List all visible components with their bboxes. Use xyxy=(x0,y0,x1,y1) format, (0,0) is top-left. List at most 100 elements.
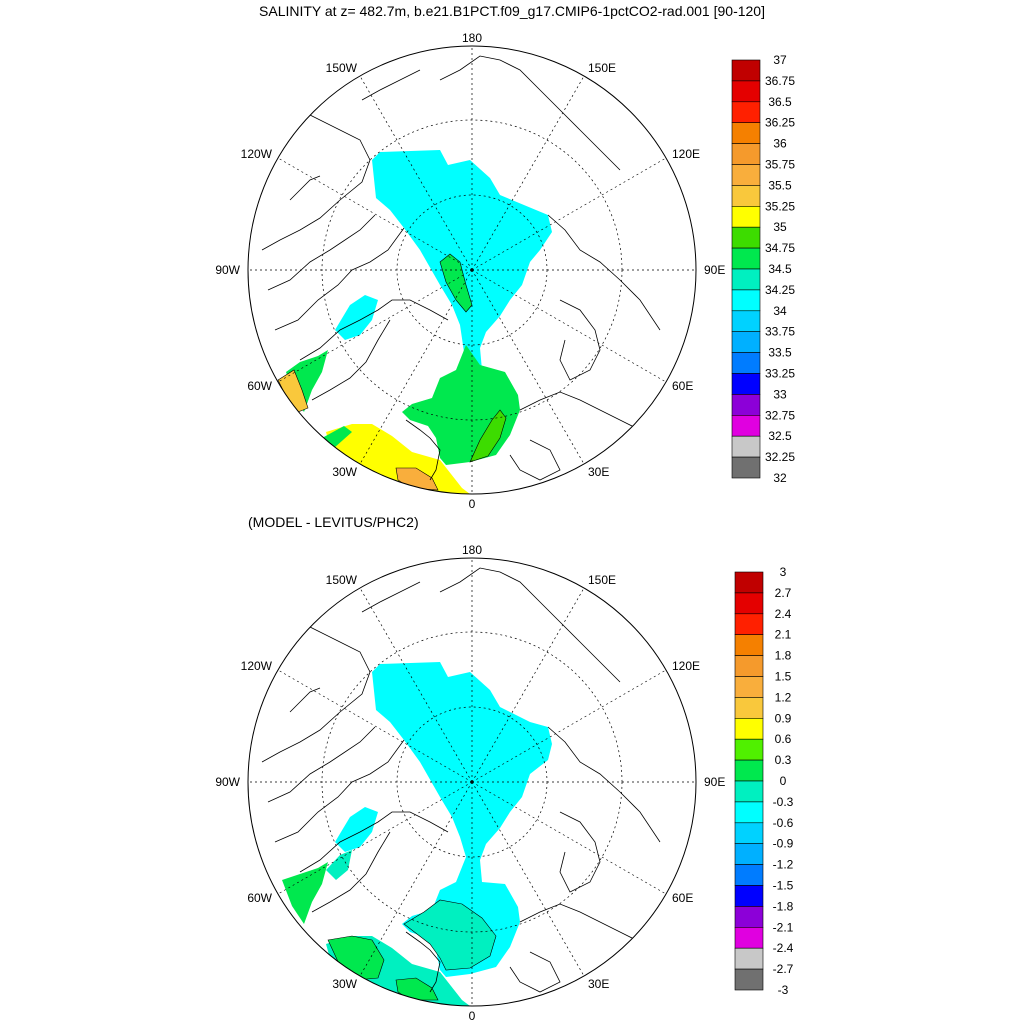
top-colorbar-tick-label-13: 33.75 xyxy=(765,325,795,339)
bottom-colorbar-tick-label-10: 0 xyxy=(780,774,787,788)
top-label-90e: 90E xyxy=(704,263,725,277)
top-colorbar-tick-label-1: 36.75 xyxy=(765,74,795,88)
top-nordic-lightgreen-patch xyxy=(469,409,507,463)
bottom-nordic-teal-region xyxy=(403,899,497,971)
bottom-map-fill xyxy=(282,662,552,1006)
bottom-colorbar: 3 2.7 2.4 2.1 1.8 1.5 1.2 0.9 0.6 0.3 0 -0.3 -0.6 -0.… xyxy=(734,565,794,997)
top-coastlines xyxy=(261,55,661,481)
bottom-label-30w: 30W xyxy=(332,977,357,991)
bottom-label-0: 0 xyxy=(469,1009,476,1023)
bottom-colorbar-swatch-19 xyxy=(734,968,764,991)
top-map-fill xyxy=(277,150,552,494)
bottom-colorbar-swatch-1 xyxy=(734,592,764,615)
bottom-arctic-basin-region xyxy=(372,662,552,977)
top-colorbar-tick-label-4: 36 xyxy=(773,137,787,151)
bottom-colorbar-tick-label-3: 2.1 xyxy=(775,628,792,642)
bottom-colorbar-tick-label-4: 1.8 xyxy=(775,649,792,663)
bottom-colorbar-tick-label-1: 2.7 xyxy=(775,586,792,600)
top-colorbar-tick-label-7: 35.25 xyxy=(765,199,795,213)
bottom-colorbar-swatch-7 xyxy=(734,717,764,740)
top-label-60e: 60E xyxy=(672,379,693,393)
top-colorbar-tick-label-8: 35 xyxy=(773,220,787,234)
top-colorbar-swatch-0 xyxy=(731,59,761,82)
top-colorbar-tick-label-9: 34.75 xyxy=(765,241,795,255)
top-colorbar-tick-label-17: 32.75 xyxy=(765,408,795,422)
bottom-colorbar-tick-label-19: -2.7 xyxy=(773,962,794,976)
top-baffin-bay-region xyxy=(335,295,378,340)
bottom-colorbar-swatch-4 xyxy=(734,655,764,677)
top-colorbar-swatch-14 xyxy=(731,352,761,374)
bottom-colorbar-tick-label-9: 0.3 xyxy=(775,753,792,767)
top-colorbar-swatch-5 xyxy=(731,164,761,186)
bottom-colorbar-swatch-0 xyxy=(734,571,764,594)
top-colorbar-tick-label-19: 32.25 xyxy=(765,450,795,464)
top-label-150w: 150W xyxy=(326,61,358,75)
bottom-baffin-bay-region xyxy=(335,807,378,852)
bottom-label-180: 180 xyxy=(462,543,482,557)
bottom-colorbar-swatch-9 xyxy=(734,759,764,782)
top-colorbar-swatch-15 xyxy=(731,373,761,395)
bottom-colorbar-tick-label-18: -2.4 xyxy=(773,941,794,955)
top-colorbar-swatch-16 xyxy=(731,394,761,416)
bottom-colorbar-swatch-12 xyxy=(734,822,764,844)
bottom-colorbar-tick-label-20: -3 xyxy=(778,983,789,997)
top-colorbar-tick-label-18: 32.5 xyxy=(768,429,792,443)
top-colorbar-tick-label-11: 34.25 xyxy=(765,283,795,297)
top-label-30e: 30E xyxy=(588,465,609,479)
bottom-colorbar-tick-label-0: 3 xyxy=(780,565,787,579)
top-nordic-seas-region xyxy=(402,345,520,465)
bottom-colorbar-tick-label-14: -1.2 xyxy=(773,858,794,872)
bottom-label-150e: 150E xyxy=(588,573,616,587)
bottom-graticule xyxy=(248,558,696,1006)
bottom-colorbar-swatch-18 xyxy=(734,947,764,970)
bottom-label-150w: 150W xyxy=(326,573,358,587)
bottom-label-30e: 30E xyxy=(588,977,609,991)
top-colorbar-tick-label-0: 37 xyxy=(773,53,787,67)
bottom-baffin-teal-patch xyxy=(326,850,352,880)
bottom-colorbar-swatch-11 xyxy=(734,801,764,824)
top-label-60w: 60W xyxy=(247,379,272,393)
bottom-colorbar-swatch-10 xyxy=(734,780,764,803)
bottom-label-90w: 90W xyxy=(215,775,240,789)
top-colorbar-swatch-3 xyxy=(731,122,761,144)
bottom-label-90e: 90E xyxy=(704,775,725,789)
bottom-colorbar-swatch-16 xyxy=(734,906,764,928)
top-colorbar-tick-label-2: 36.5 xyxy=(768,95,792,109)
bottom-colorbar-tick-label-17: -2.1 xyxy=(773,920,794,934)
top-colorbar-swatch-4 xyxy=(731,143,761,165)
top-colorbar-tick-label-6: 35.5 xyxy=(768,178,792,192)
bottom-label-60w: 60W xyxy=(247,891,272,905)
top-colorbar-swatch-10 xyxy=(731,268,761,291)
top-label-90w: 90W xyxy=(215,263,240,277)
top-colorbar-swatch-11 xyxy=(731,289,761,312)
top-colorbar-swatch-18 xyxy=(731,435,761,458)
top-colorbar: 37 36.75 36.5 36.25 36 35.75 35.5 35.25 35 34.75 3… xyxy=(731,53,795,485)
bottom-colorbar-tick-label-5: 1.5 xyxy=(775,670,792,684)
bottom-colorbar-tick-label-8: 0.6 xyxy=(775,732,792,746)
bottom-colorbar-swatch-14 xyxy=(734,864,764,886)
difference-subtitle: (MODEL - LEVITUS/PHC2) xyxy=(248,514,419,530)
bottom-colorbar-swatch-13 xyxy=(734,843,764,865)
top-map: 180 0 90W 90E 150W 150E 120W 120E 60W 60… xyxy=(215,31,725,511)
bottom-colorbar-swatch-8 xyxy=(734,738,764,761)
bottom-colorbar-tick-label-7: 0.9 xyxy=(775,711,792,725)
top-colorbar-swatch-7 xyxy=(731,206,761,228)
bottom-colorbar-tick-label-15: -1.5 xyxy=(773,879,794,893)
top-label-150e: 150E xyxy=(588,61,616,75)
top-colorbar-swatch-19 xyxy=(731,456,761,479)
bottom-label-120w: 120W xyxy=(241,659,273,673)
top-label-0: 0 xyxy=(469,497,476,511)
top-colorbar-swatch-8 xyxy=(731,226,761,249)
bottom-map-boundary xyxy=(247,557,697,1007)
bottom-label-60e: 60E xyxy=(672,891,693,905)
top-colorbar-tick-label-10: 34.5 xyxy=(768,262,792,276)
top-colorbar-swatch-9 xyxy=(731,247,761,270)
top-arctic-basin-region xyxy=(372,150,552,380)
bottom-colorbar-tick-label-11: -0.3 xyxy=(773,795,794,809)
bottom-colorbar-swatch-17 xyxy=(734,926,764,949)
top-label-120e: 120E xyxy=(672,147,700,161)
top-label-180: 180 xyxy=(462,31,482,45)
top-colorbar-swatch-1 xyxy=(731,80,761,103)
top-label-120w: 120W xyxy=(241,147,273,161)
